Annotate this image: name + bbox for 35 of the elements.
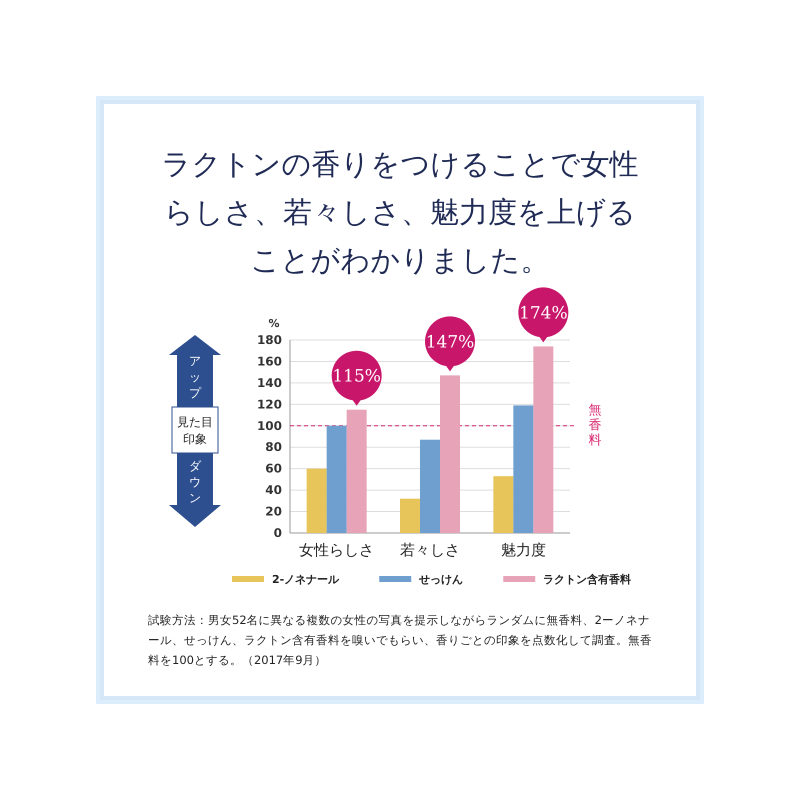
y-tick-label: 60 [265, 462, 282, 476]
y-tick-label: 140 [256, 376, 282, 390]
text: 試験方法：男女52名に異なる複数の女性の写真を提示しながらランダムに無香料、2ーノネナール、せっけん、ラクトン含有香料を嗅いでもらい、香りごとの印象を点数化して調査。無香料を100とする。（2017年9月） [148, 612, 653, 669]
x-tick-label: 魅力度 [500, 541, 546, 559]
y-tick-label: 0 [274, 526, 282, 540]
y-tick-label: 160 [256, 354, 282, 368]
y-tick-label: 40 [265, 483, 282, 498]
data-label: 115% [332, 366, 381, 387]
y-tick-label: 120 [256, 397, 282, 412]
y-tick-label: 20 [265, 504, 282, 519]
y-tick-label: 180 [256, 333, 282, 347]
bar [400, 498, 420, 533]
y-tick-label: 100 [256, 418, 282, 433]
text: アップ [189, 354, 202, 400]
x-tick-label: 若々しさ [400, 541, 460, 559]
bar [533, 346, 554, 533]
bar [306, 468, 327, 533]
bar [440, 375, 460, 533]
bar [420, 440, 440, 533]
bar [493, 476, 514, 533]
ref-line-label: 無香料 [588, 402, 602, 448]
legend-label: せっけん [418, 573, 464, 586]
bar [326, 426, 347, 533]
y-axis-title: % [268, 317, 280, 330]
y-tick-label: 80 [265, 440, 282, 454]
x-tick-label: 女性らしさ [299, 541, 374, 559]
legend-label: ラクトン含有香料 [543, 573, 632, 586]
chart-title: ラクトンの香りをつけることで女性らしさ、若々しさ、魅力度を上げることがわかりました。 [160, 146, 640, 279]
legend-label: 2-ノネナール [272, 573, 340, 586]
data-label: 174% [519, 303, 568, 324]
text: 見た目印象 [177, 415, 213, 446]
text: ダウン [189, 459, 202, 505]
bar [513, 405, 534, 533]
bar [346, 410, 367, 533]
data-label: 147% [426, 332, 474, 352]
